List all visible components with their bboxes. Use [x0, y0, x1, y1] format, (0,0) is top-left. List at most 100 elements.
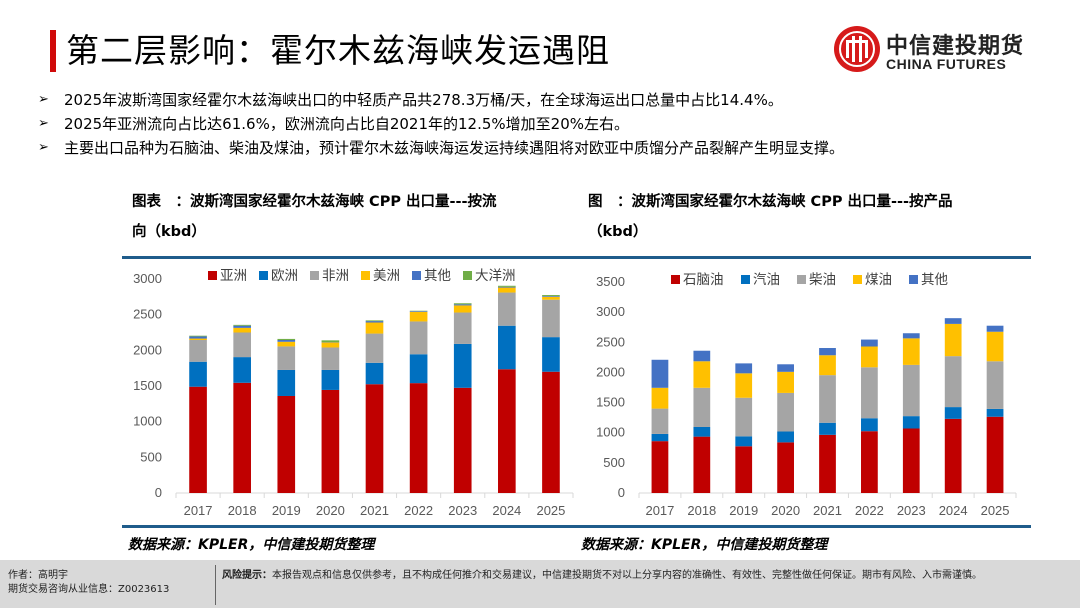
author-name: 作者：高明宇 — [8, 570, 68, 581]
bar-segment — [819, 375, 836, 423]
y-tick-label: 500 — [140, 449, 162, 464]
x-tick-label: 2024 — [939, 503, 968, 518]
bar-segment — [861, 431, 878, 493]
bar-segment — [651, 387, 669, 409]
bar-segment — [498, 292, 516, 326]
right-chart-caption-line2: （kbd） — [588, 224, 648, 240]
logo-english-name: CHINA FUTURES — [886, 56, 1007, 72]
bar-segment — [321, 347, 340, 370]
legend-swatch — [361, 271, 370, 280]
arrow-right-icon: ➢ — [38, 116, 49, 131]
bar-segment — [777, 442, 794, 493]
x-tick-label: 2024 — [492, 503, 521, 518]
footer-author-block: 作者：高明宇 期货交易咨询从业信息：Z0023613 — [8, 569, 169, 597]
bar-segment — [365, 322, 384, 334]
x-tick-label: 2025 — [536, 503, 565, 518]
bar-segment — [944, 356, 962, 408]
bar-segment — [409, 311, 428, 322]
bar-segment — [861, 367, 878, 419]
bar-segment — [693, 361, 711, 388]
bullet-text: 2025年亚洲流向占比达61.6%，欧洲流向占比自2021年的12.5%增加至2… — [64, 115, 629, 133]
right-chart: 0 500 1000 1500 2000 2500 3000 3500 2017 2018 2019… — [576, 256, 1031, 528]
bullet-text: 2025年波斯湾国家经霍尔木兹海峡出口的中轻质产品共278.3万桶/天，在全球海… — [64, 91, 783, 109]
bar-segment — [542, 371, 560, 493]
y-tick-label: 0 — [155, 485, 162, 500]
bar-segment — [453, 343, 472, 388]
legend-swatch — [853, 275, 862, 284]
right-chart-caption-line1: 图 ：波斯湾国家经霍尔木兹海峡 CPP 出口量---按产品 — [588, 194, 953, 210]
bar-segment — [777, 431, 794, 443]
bar-segment — [453, 387, 472, 493]
bar-segment — [409, 321, 428, 355]
x-tick-label: 2023 — [897, 503, 926, 518]
legend-swatch — [909, 275, 918, 284]
bar-segment — [277, 338, 296, 340]
bar-segment — [409, 383, 428, 493]
bar-segment — [944, 418, 962, 493]
legend-label: 其他 — [424, 268, 451, 284]
bar-segment — [542, 296, 560, 300]
bar-segment — [498, 325, 516, 370]
bar-segment — [735, 373, 753, 398]
bar-segment — [986, 416, 1004, 493]
y-tick-label: 1500 — [596, 395, 625, 410]
bar-segment — [233, 382, 251, 493]
legend-swatch — [463, 271, 472, 280]
legend-label: 其他 — [921, 272, 948, 288]
bar-segment — [693, 436, 711, 493]
bar-segment — [277, 395, 296, 493]
legend-label: 美洲 — [373, 268, 400, 284]
company-logo: 中信建投期货 CHINA FUTURES — [834, 26, 1034, 76]
bar-segment — [453, 303, 472, 305]
bar-segment — [735, 446, 753, 493]
bar-segment — [735, 436, 753, 447]
y-tick-label: 1000 — [596, 425, 625, 440]
bar-segment — [693, 426, 711, 437]
left-chart-caption-line2: 向（kbd） — [132, 224, 206, 240]
bar-segment — [902, 428, 920, 493]
x-tick-label: 2022 — [404, 503, 433, 518]
x-tick-label: 2019 — [272, 503, 301, 518]
bar-segment — [777, 392, 794, 432]
bar-segment — [819, 355, 836, 376]
bar-segment — [321, 369, 340, 390]
x-tick-label: 2020 — [771, 503, 800, 518]
legend-swatch — [671, 275, 680, 284]
y-tick-label: 2500 — [596, 334, 625, 349]
right-chart-source: 数据来源：KPLER，中信建投期货整理 — [581, 537, 828, 553]
title-accent-bar — [50, 30, 56, 72]
bar-segment — [498, 369, 516, 493]
license-number: 期货交易咨询从业信息：Z0023613 — [8, 584, 170, 595]
bar-segment — [819, 348, 836, 356]
bullet-text: 主要出口品种为石脑油、柴油及煤油，预计霍尔木兹海峡海运发运持续遇阻将对欧亚中质馏… — [64, 139, 845, 157]
bar-segment — [277, 346, 296, 370]
bar-segment — [321, 342, 340, 348]
bar-segment — [189, 335, 207, 337]
y-tick-label: 2000 — [596, 364, 625, 379]
bar-segment — [986, 331, 1004, 362]
bar-segment — [453, 312, 472, 344]
risk-label: 风险提示： — [222, 570, 272, 581]
y-tick-label: 3000 — [133, 271, 162, 286]
bar-segment — [693, 350, 711, 362]
bar-segment — [189, 361, 207, 387]
bar-segment — [819, 434, 836, 493]
legend-swatch — [741, 275, 750, 284]
bar-segment — [365, 320, 384, 322]
bar-segment — [321, 389, 340, 493]
footer-divider — [215, 565, 216, 605]
legend-label: 石脑油 — [683, 272, 724, 288]
legend-swatch — [259, 271, 268, 280]
left-chart-svg: 0 500 1000 1500 2000 2500 3000 2017 2018 2019 2020… — [133, 268, 574, 518]
y-tick-label: 1000 — [133, 414, 162, 429]
x-tick-label: 2020 — [316, 503, 345, 518]
x-tick-label: 2018 — [228, 503, 257, 518]
bar-segment — [233, 357, 251, 383]
left-chart-caption-line1: 图表 ：波斯湾国家经霍尔木兹海峡 CPP 出口量---按流 — [132, 194, 497, 210]
bar-segment — [819, 422, 836, 435]
y-tick-label: 2500 — [133, 307, 162, 322]
legend-swatch — [797, 275, 806, 284]
x-tick-label: 2021 — [360, 503, 389, 518]
bar-segment — [365, 384, 384, 493]
x-tick-label: 2017 — [184, 503, 213, 518]
